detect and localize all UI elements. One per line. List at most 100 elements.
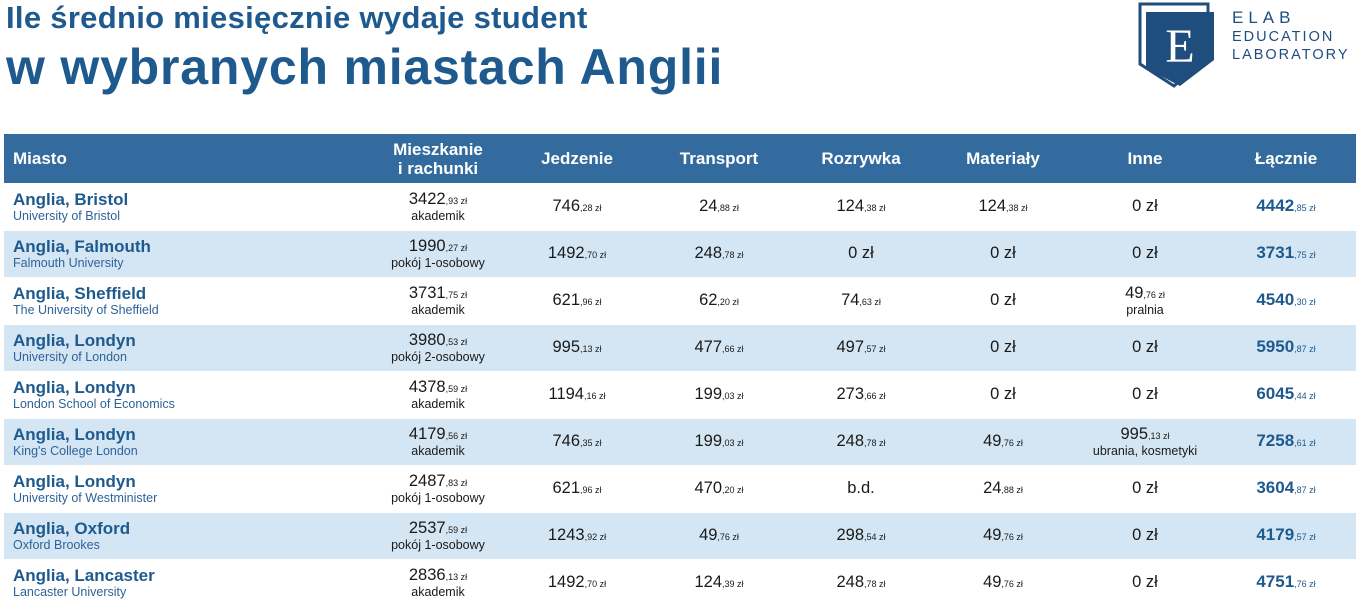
- housing-value: 2836,13 zł: [409, 566, 467, 584]
- cell-fun: 497,57 zł: [790, 324, 932, 372]
- cell-city: Anglia, Londyn London School of Economics: [4, 371, 370, 419]
- total-int: 4442: [1256, 196, 1295, 215]
- food-dec: ,16 zł: [583, 391, 606, 401]
- other-int: 0 zł: [1132, 338, 1158, 356]
- fun-value: 248,78 zł: [836, 432, 885, 450]
- materials-value: 24,88 zł: [983, 479, 1023, 497]
- materials-int: 49: [983, 432, 1002, 450]
- total-dec: ,76 zł: [1294, 579, 1316, 590]
- total-dec: ,87 zł: [1294, 344, 1316, 354]
- header-city: Miasto: [4, 134, 370, 184]
- fun-dec: ,57 zł: [864, 344, 886, 354]
- cell-transport: 470,20 zł: [648, 465, 790, 513]
- logo-tagline-2: LABORATORY: [1232, 47, 1350, 63]
- cell-other: 0 zł: [1074, 230, 1216, 278]
- housing-dec: ,27 zł: [445, 243, 468, 253]
- total-value: 5950,87 zł: [1256, 337, 1315, 356]
- cell-total: 4540,30 zł: [1216, 277, 1356, 325]
- cell-materials: 49,76 zł: [932, 512, 1074, 560]
- food-int: 1194: [548, 385, 584, 403]
- cell-materials: 0 zł: [932, 371, 1074, 419]
- cell-fun: 0 zł: [790, 230, 932, 278]
- table-row: Anglia, Oxford Oxford Brookes 2537,59 zł po…: [4, 512, 1356, 560]
- transport-dec: ,76 zł: [717, 532, 739, 542]
- cell-food: 1194,16 zł: [506, 371, 648, 419]
- total-value: 6045,44 zł: [1256, 384, 1315, 403]
- cell-city: Anglia, Londyn University of London: [4, 324, 370, 372]
- table-row: Anglia, Londyn King's College London 4179,…: [4, 418, 1356, 466]
- city-name: Anglia, Falmouth: [13, 237, 151, 256]
- cell-total: 3604,87 zł: [1216, 465, 1356, 513]
- housing-value: 3980,53 zł: [409, 331, 467, 349]
- food-dec: ,96 zł: [580, 485, 602, 495]
- other-value: 995,13 zł: [1120, 425, 1169, 443]
- food-dec: ,70 zł: [584, 579, 607, 590]
- housing-int: 1990: [408, 237, 446, 255]
- food-value: 746,28 zł: [552, 197, 601, 215]
- total-dec: ,30 zł: [1294, 297, 1316, 307]
- materials-value: 49,76 zł: [983, 526, 1023, 544]
- shield-logo-icon: E: [1138, 2, 1214, 88]
- total-value: 4179,57 zł: [1256, 525, 1315, 544]
- food-int: 995: [552, 338, 580, 356]
- total-value: 7258,61 zł: [1256, 431, 1315, 450]
- header-materials: Materiały: [932, 134, 1074, 184]
- elab-logo: E ELAB EDUCATION LABORATORY: [1138, 2, 1354, 88]
- housing-value: 2487,83 zł: [409, 472, 467, 490]
- city-name: Anglia, Londyn: [13, 331, 136, 350]
- food-value: 621,96 zł: [552, 291, 601, 309]
- housing-note: pokój 1-osobowy: [391, 256, 485, 270]
- transport-value: 470,20 zł: [694, 479, 743, 497]
- food-value: 995,13 zł: [552, 338, 601, 356]
- fun-int: 124: [836, 197, 864, 215]
- university-name: University of Bristol: [13, 209, 120, 223]
- housing-note: akademik: [411, 585, 465, 600]
- food-dec: ,28 zł: [580, 203, 602, 213]
- university-name: The University of Sheffield: [13, 303, 159, 317]
- housing-dec: ,59 zł: [445, 384, 468, 394]
- materials-int: 0 zł: [990, 244, 1016, 262]
- page-title-line-1: Ile średnio miesięcznie wydaje student: [6, 0, 588, 35]
- food-int: 746: [552, 197, 580, 215]
- total-dec: ,85 zł: [1294, 203, 1316, 213]
- header-housing: Mieszkanie i rachunki: [370, 134, 506, 184]
- table-row: Anglia, Sheffield The University of Sheff…: [4, 277, 1356, 325]
- fun-value: 74,63 zł: [841, 291, 881, 309]
- cell-other: 0 zł: [1074, 371, 1216, 419]
- cell-transport: 24,88 zł: [648, 183, 790, 231]
- total-int: 5950: [1256, 337, 1295, 356]
- materials-int: 0 zł: [990, 291, 1016, 309]
- materials-dec: ,76 zł: [1001, 579, 1023, 590]
- housing-value: 4378,59 zł: [409, 378, 467, 396]
- table-row: Anglia, Falmouth Falmouth University 1990,…: [4, 230, 1356, 278]
- transport-int: 199: [694, 432, 722, 450]
- fun-value: 0 zł: [848, 244, 874, 262]
- cell-city: Anglia, Londyn King's College London: [4, 418, 370, 466]
- transport-dec: ,03 zł: [722, 391, 744, 401]
- total-dec: ,87 zł: [1294, 485, 1316, 495]
- university-name: University of Westminister: [13, 491, 158, 505]
- housing-value: 1990,27 zł: [409, 237, 467, 255]
- university-name: King's College London: [13, 444, 138, 458]
- food-value: 1492,70 zł: [548, 244, 606, 262]
- food-int: 1492: [547, 573, 585, 592]
- other-value: 0 zł: [1132, 526, 1158, 544]
- cell-food: 746,35 zł: [506, 418, 648, 466]
- fun-value: 298,54 zł: [836, 526, 885, 544]
- table-row: Anglia, Londyn University of Westminister…: [4, 465, 1356, 513]
- transport-dec: ,20 zł: [717, 297, 739, 307]
- city-name: Anglia, Sheffield: [13, 284, 147, 303]
- cell-total: 4179,57 zł: [1216, 512, 1356, 560]
- city-name: Anglia, Londyn: [13, 378, 136, 397]
- transport-value: 24,88 zł: [699, 197, 739, 215]
- food-value: 1194,16 zł: [549, 385, 606, 403]
- cell-other: 0 zł: [1074, 324, 1216, 372]
- cell-housing: 2537,59 zł pokój 1-osobowy: [370, 512, 506, 560]
- transport-value: 477,66 zł: [694, 338, 743, 356]
- transport-int: 62: [699, 291, 718, 309]
- header-food: Jedzenie: [506, 134, 648, 184]
- cell-food: 621,96 zł: [506, 277, 648, 325]
- header-transport: Transport: [648, 134, 790, 184]
- header-total: Łącznie: [1216, 134, 1356, 184]
- cell-total: 6045,44 zł: [1216, 371, 1356, 419]
